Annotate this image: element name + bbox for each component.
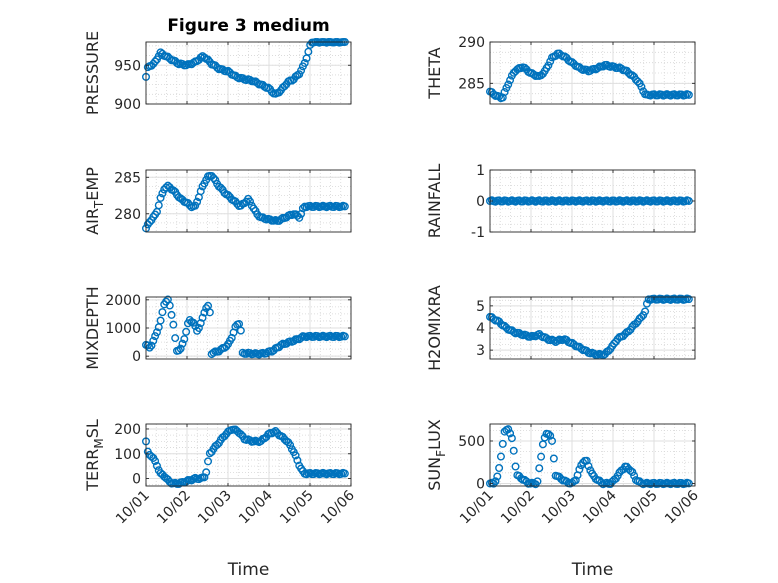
y-tick-label: 1 bbox=[476, 163, 485, 179]
y-tick-label: 5 bbox=[476, 299, 485, 315]
y-tick-label: 0 bbox=[476, 194, 485, 210]
y-tick-label: 4 bbox=[476, 321, 485, 337]
x-axis-label: Time bbox=[227, 560, 270, 580]
y-tick-label: 285 bbox=[114, 170, 141, 186]
y-axis-label: H2OMIXRA bbox=[425, 285, 444, 371]
y-tick-label: 100 bbox=[114, 447, 141, 463]
y-axis-label: MIXDEPTH bbox=[83, 286, 102, 369]
y-tick-label: 2000 bbox=[105, 293, 141, 309]
y-axis-label: RAINFALL bbox=[425, 164, 444, 239]
y-axis-label: PRESSURE bbox=[83, 31, 102, 115]
y-tick-label: 500 bbox=[458, 434, 485, 450]
y-tick-label: 0 bbox=[132, 349, 141, 365]
y-tick-label: 285 bbox=[458, 76, 485, 92]
y-tick-label: 0 bbox=[132, 472, 141, 488]
y-tick-label: 280 bbox=[114, 207, 141, 223]
y-tick-label: 900 bbox=[114, 97, 141, 113]
y-tick-label: 950 bbox=[114, 58, 141, 74]
figure-title: Figure 3 medium bbox=[167, 16, 329, 36]
y-axis-label: THETA bbox=[425, 47, 444, 99]
y-tick-label: -1 bbox=[471, 225, 485, 241]
y-tick-label: 3 bbox=[476, 343, 485, 359]
x-axis-label: Time bbox=[571, 560, 614, 580]
y-tick-label: 290 bbox=[458, 35, 485, 51]
figure: Figure 3 medium 900 950 PRESSURE 285 290 THET… bbox=[0, 0, 778, 583]
y-tick-label: 200 bbox=[114, 422, 141, 438]
y-tick-label: 1000 bbox=[105, 321, 141, 337]
